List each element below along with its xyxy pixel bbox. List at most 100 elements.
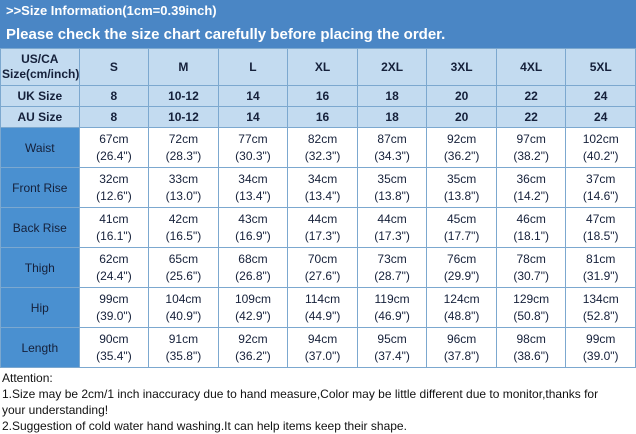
measurement-cell: 98cm (38.6") xyxy=(495,327,567,368)
measurement-cm: 77cm xyxy=(238,131,268,146)
uk-size-value: 10-12 xyxy=(148,85,219,107)
measurement-cm: 35cm xyxy=(446,171,477,186)
measurement-cell: 67cm (26.4") xyxy=(78,127,150,168)
header-size-3xl: 3XL xyxy=(426,48,497,86)
table-row: Length 90cm (35.4") 91cm (35.8") 92cm (36.2") 9… xyxy=(0,327,636,368)
measurement-cell: 45cm (17.7") xyxy=(426,207,497,248)
table-row: Waist 67cm (26.4") 72cm (28.3") 77cm (30.3") 82… xyxy=(0,127,636,168)
measurement-cell: 32cm (12.6") xyxy=(78,167,150,208)
measurement-cell: 46cm (18.1") xyxy=(495,207,567,248)
measurement-cell: 92cm (36.2") xyxy=(426,127,497,168)
attention-line-1: 1.Size may be 2cm/1 inch inaccuracy due … xyxy=(2,387,599,401)
measurement-cell: 97cm (38.2") xyxy=(495,127,567,168)
measurement-inch: (29.9") xyxy=(443,268,480,283)
measurement-cell: 34cm (13.4") xyxy=(287,167,358,208)
measurement-cell: 65cm (25.6") xyxy=(148,247,219,288)
measurement-cell: 72cm (28.3") xyxy=(148,127,219,168)
corner-line-2: Size(cm/inch) xyxy=(2,67,80,81)
measurement-cell: 73cm (28.7") xyxy=(356,247,428,288)
measurement-cm: 114cm xyxy=(304,291,341,306)
measurement-cell: 124cm (48.8") xyxy=(426,287,497,328)
measurement-cell: 44cm (17.3") xyxy=(287,207,358,248)
au-size-value: 10-12 xyxy=(148,106,219,128)
measurement-inch: (36.2") xyxy=(235,348,271,363)
measurement-inch: (36.2") xyxy=(443,148,480,163)
measurement-cm: 92cm xyxy=(238,331,268,346)
measurement-inch: (39.0") xyxy=(582,348,619,363)
measurement-inch: (13.4") xyxy=(304,188,341,203)
measurement-inch: (40.2") xyxy=(582,148,619,163)
au-size-value: 18 xyxy=(356,106,428,128)
measurement-cm: 96cm xyxy=(446,331,477,346)
measurement-inch: (17.3") xyxy=(374,228,410,243)
au-size-value: 22 xyxy=(495,106,567,128)
measurement-cell: 114cm (44.9") xyxy=(287,287,358,328)
measurement-inch: (31.9") xyxy=(582,268,619,283)
measurement-inch: (25.6") xyxy=(165,268,202,283)
uk-size-value: 14 xyxy=(217,85,289,107)
uk-size-value: 16 xyxy=(287,85,358,107)
au-size-row: AU Size 8 10-12 14 16 18 20 22 24 xyxy=(0,106,636,128)
measurement-cell: 35cm (13.8") xyxy=(426,167,497,208)
measurement-inch: (18.5") xyxy=(582,228,619,243)
attention-title: Attention: xyxy=(2,371,53,385)
row-label-hip: Hip xyxy=(0,287,80,328)
attention-line-3: 2.Suggestion of cold water hand washing.… xyxy=(2,419,407,433)
measurement-cell: 62cm (24.4") xyxy=(78,247,150,288)
measurement-cell: 81cm (31.9") xyxy=(565,247,636,288)
measurement-cell: 78cm (30.7") xyxy=(495,247,567,288)
measurement-cm: 36cm xyxy=(516,171,546,186)
measurement-inch: (28.3") xyxy=(165,148,202,163)
measurement-cell: 76cm (29.9") xyxy=(426,247,497,288)
measurement-inch: (17.3") xyxy=(304,228,341,243)
measurement-cm: 90cm xyxy=(99,331,129,346)
measurement-cm: 81cm xyxy=(586,251,616,266)
measurement-cm: 37cm xyxy=(586,171,616,186)
measurement-cm: 72cm xyxy=(168,131,199,146)
measurement-cell: 33cm (13.0") xyxy=(148,167,219,208)
measurement-cm: 32cm xyxy=(99,171,129,186)
attention-line-2: your understanding! xyxy=(2,403,109,417)
measurement-cm: 34cm xyxy=(307,171,338,186)
measurement-inch: (38.6") xyxy=(513,348,549,363)
measurement-cm: 65cm xyxy=(168,251,199,266)
row-label-waist: Waist xyxy=(0,127,80,168)
table-row: Back Rise 41cm (16.1") 42cm (16.5") 43cm (16.9… xyxy=(0,207,636,248)
uk-size-value: 18 xyxy=(356,85,428,107)
measurement-cell: 90cm (35.4") xyxy=(78,327,150,368)
au-size-label: AU Size xyxy=(0,106,80,128)
table-row: Thigh 62cm (24.4") 65cm (25.6") 68cm (26.8") 70… xyxy=(0,247,636,288)
row-label-length: Length xyxy=(0,327,80,368)
row-label-back-rise: Back Rise xyxy=(0,207,80,248)
measurement-cm: 82cm xyxy=(307,131,338,146)
measurement-inch: (13.4") xyxy=(235,188,271,203)
measurement-cm: 44cm xyxy=(377,211,407,226)
table-header-row: US/CA Size(cm/inch) S M L XL 2XL 3XL 4XL 5XL xyxy=(0,48,636,86)
measurement-cell: 43cm (16.9") xyxy=(217,207,289,248)
measurement-cm: 99cm xyxy=(586,331,616,346)
measurement-inch: (44.9") xyxy=(304,308,341,323)
measurement-inch: (30.7") xyxy=(513,268,549,283)
au-size-value: 20 xyxy=(426,106,497,128)
measurement-cm: 129cm xyxy=(513,291,550,306)
row-label-thigh: Thigh xyxy=(0,247,80,288)
measurement-inch: (35.4") xyxy=(96,348,132,363)
au-size-value: 24 xyxy=(565,106,636,128)
measurement-cell: 92cm (36.2") xyxy=(217,327,289,368)
measurement-cm: 99cm xyxy=(99,291,129,306)
measurement-inch: (12.6") xyxy=(96,188,132,203)
measurement-inch: (50.8") xyxy=(513,308,549,323)
measurement-cm: 92cm xyxy=(446,131,477,146)
table-row: Front Rise 32cm (12.6") 33cm (13.0") 34cm (13.… xyxy=(0,167,636,208)
measurement-cell: 82cm (32.3") xyxy=(287,127,358,168)
measurement-cell: 129cm (50.8") xyxy=(495,287,567,328)
measurement-cm: 109cm xyxy=(234,291,271,306)
measurement-cell: 119cm (46.9") xyxy=(356,287,428,328)
measurement-inch: (37.8") xyxy=(443,348,480,363)
measurement-cm: 44cm xyxy=(307,211,338,226)
measurement-cm: 104cm xyxy=(165,291,202,306)
measurement-cm: 91cm xyxy=(168,331,199,346)
uk-size-value: 20 xyxy=(426,85,497,107)
header-size-s: S xyxy=(78,48,150,86)
measurement-cell: 36cm (14.2") xyxy=(495,167,567,208)
